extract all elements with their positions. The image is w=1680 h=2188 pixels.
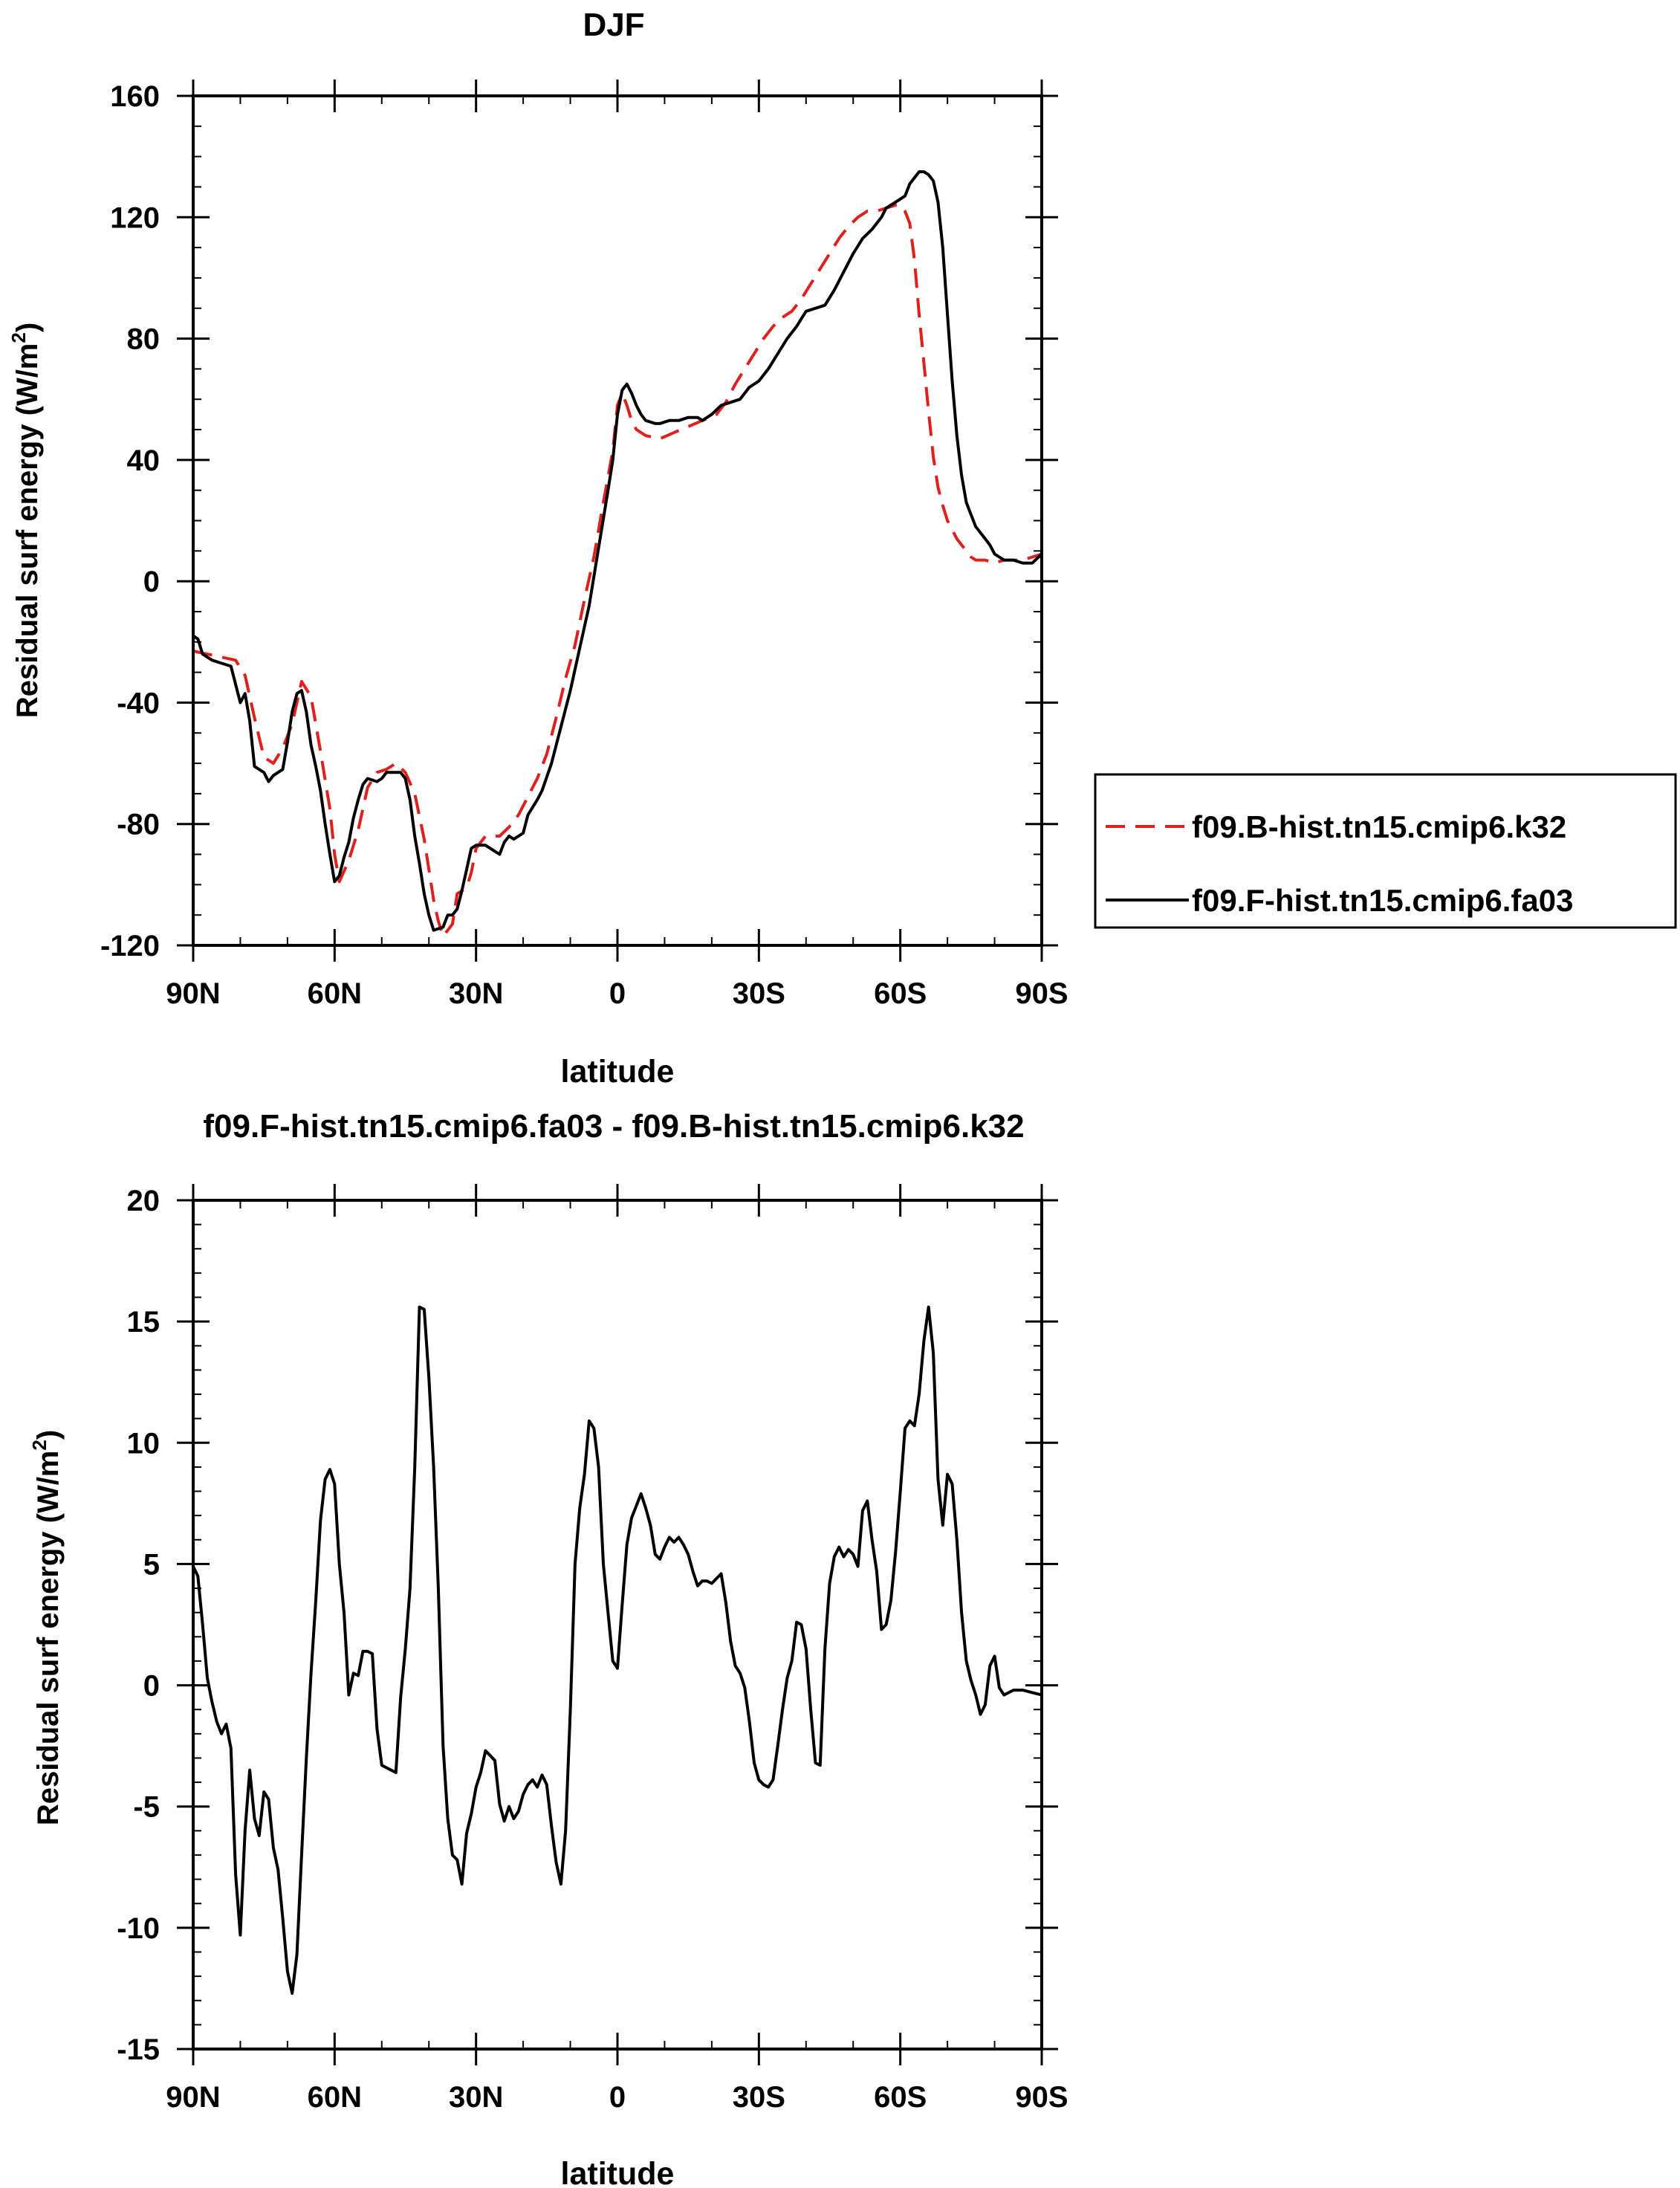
x-tick-labels: 90N 60N 30N 0 30S 60S 90S	[166, 977, 1068, 1010]
chart-title: DJF	[583, 7, 644, 43]
x-tick-label: 90S	[1015, 977, 1068, 1010]
chart-panel-djf: DJF 160 120 80 40 0 -40 -80 -120 90N 60N 30N 0 30S 6…	[7, 7, 1677, 1090]
series-line-1	[192, 170, 1043, 932]
x-tick-label: 60S	[874, 977, 927, 1010]
legend-box	[1094, 773, 1677, 929]
legend-label-fa03: f09.F-hist.tn15.cmip6.fa03	[1192, 883, 1574, 918]
y-tick-label: 0	[143, 566, 160, 598]
y-tick-label: 80	[127, 323, 160, 356]
chart-title: f09.F-hist.tn15.cmip6.fa03 - f09.B-hist.…	[203, 1108, 1024, 1145]
x-tick-label: 60S	[874, 2081, 927, 2114]
x-axis-label: latitude	[561, 2156, 675, 2188]
x-tick-label: 30N	[449, 977, 503, 1010]
x-tick-labels: 90N 60N 30N 0 30S 60S 90S	[166, 2081, 1068, 2114]
y-axis-label: Residual surf energy (W/m2)	[28, 1430, 65, 1825]
plot-frame	[192, 94, 1043, 947]
y-tick-label: 0	[143, 1670, 160, 1703]
x-tick-label: 30N	[449, 2081, 503, 2114]
y-tick-label: -15	[117, 2033, 160, 2066]
tick-marks	[177, 80, 1058, 962]
chart-panel-difference: f09.F-hist.tn15.cmip6.fa03 - f09.B-hist.…	[28, 1108, 1068, 2188]
y-tick-label: 15	[127, 1306, 160, 1339]
y-tick-label: -80	[117, 809, 160, 841]
y-axis-label-close: )	[11, 323, 44, 332]
y-tick-label: 10	[127, 1427, 160, 1460]
y-tick-label: 120	[110, 201, 160, 234]
legend: f09.B-hist.tn15.cmip6.k32 f09.F-hist.tn1…	[1094, 773, 1677, 929]
x-tick-label: 0	[609, 977, 626, 1010]
x-tick-label: 60N	[308, 977, 362, 1010]
y-tick-label: 160	[110, 80, 160, 113]
series-layer	[192, 170, 1043, 938]
y-axis-label-superscript: 2	[28, 1440, 51, 1450]
y-tick-labels: 160 120 80 40 0 -40 -80 -120	[100, 80, 160, 962]
x-tick-label: 90N	[166, 977, 220, 1010]
y-tick-label: -10	[117, 1912, 160, 1945]
y-tick-label: 5	[143, 1548, 160, 1581]
y-axis-label-main: Residual surf energy (W/m	[11, 343, 44, 719]
x-tick-label: 30S	[733, 977, 785, 1010]
series-layer	[192, 1305, 1042, 1995]
y-tick-label: 20	[127, 1185, 160, 1217]
x-tick-label: 90S	[1015, 2081, 1068, 2114]
y-axis-label: Residual surf energy (W/m2)	[7, 323, 44, 718]
x-tick-label: 90N	[166, 2081, 220, 2114]
x-axis-label: latitude	[561, 1054, 675, 1090]
series-line-0	[192, 204, 1042, 938]
legend-label-k32: f09.B-hist.tn15.cmip6.k32	[1192, 809, 1566, 844]
x-tick-label: 60N	[308, 2081, 362, 2114]
y-tick-label: 40	[127, 444, 160, 477]
y-tick-label: -120	[100, 930, 160, 962]
y-tick-label: -40	[117, 687, 160, 719]
y-tick-label: -5	[133, 1791, 160, 1824]
series-line-0	[192, 1305, 1042, 1995]
y-axis-label-main: Residual surf energy (W/m	[32, 1451, 65, 1826]
x-tick-label: 30S	[733, 2081, 785, 2114]
plot-frame	[192, 1199, 1043, 2051]
y-tick-labels: 20 15 10 5 0 -5 -10 -15	[117, 1185, 160, 2066]
tick-marks	[177, 1184, 1058, 2065]
y-axis-label-superscript: 2	[7, 332, 30, 343]
x-tick-label: 0	[609, 2081, 626, 2114]
y-axis-label-close: )	[32, 1430, 65, 1440]
